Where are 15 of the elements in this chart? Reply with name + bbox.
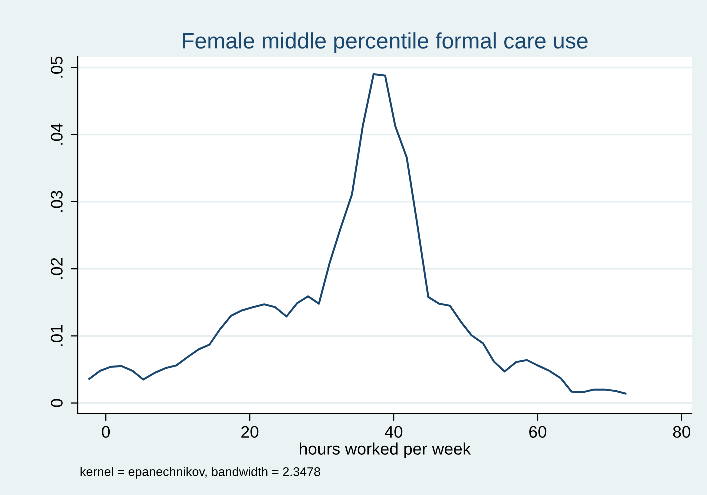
y-tick-label: .02 [51, 258, 63, 280]
y-tick-label: .05 [51, 56, 63, 78]
x-tick-label: 0 [102, 426, 110, 438]
y-tick-label: .03 [51, 191, 63, 212]
y-tick-label: 0 [51, 399, 63, 408]
y-tick-label: .04 [51, 124, 63, 145]
text: kernel = epanechnikov, bandwidth = 2.3478 [80, 467, 320, 479]
x-axis-title: hours worked per week [300, 442, 472, 458]
x-tick-label: 40 [385, 426, 403, 438]
x-tick-label: 80 [673, 426, 691, 438]
x-tick-label: 60 [530, 426, 547, 438]
line-series [88, 73, 627, 395]
chart-title: Female middle percentile formal care use [183, 32, 588, 54]
y-tick-label: .01 [51, 325, 63, 346]
x-tick-label: 20 [242, 426, 259, 438]
